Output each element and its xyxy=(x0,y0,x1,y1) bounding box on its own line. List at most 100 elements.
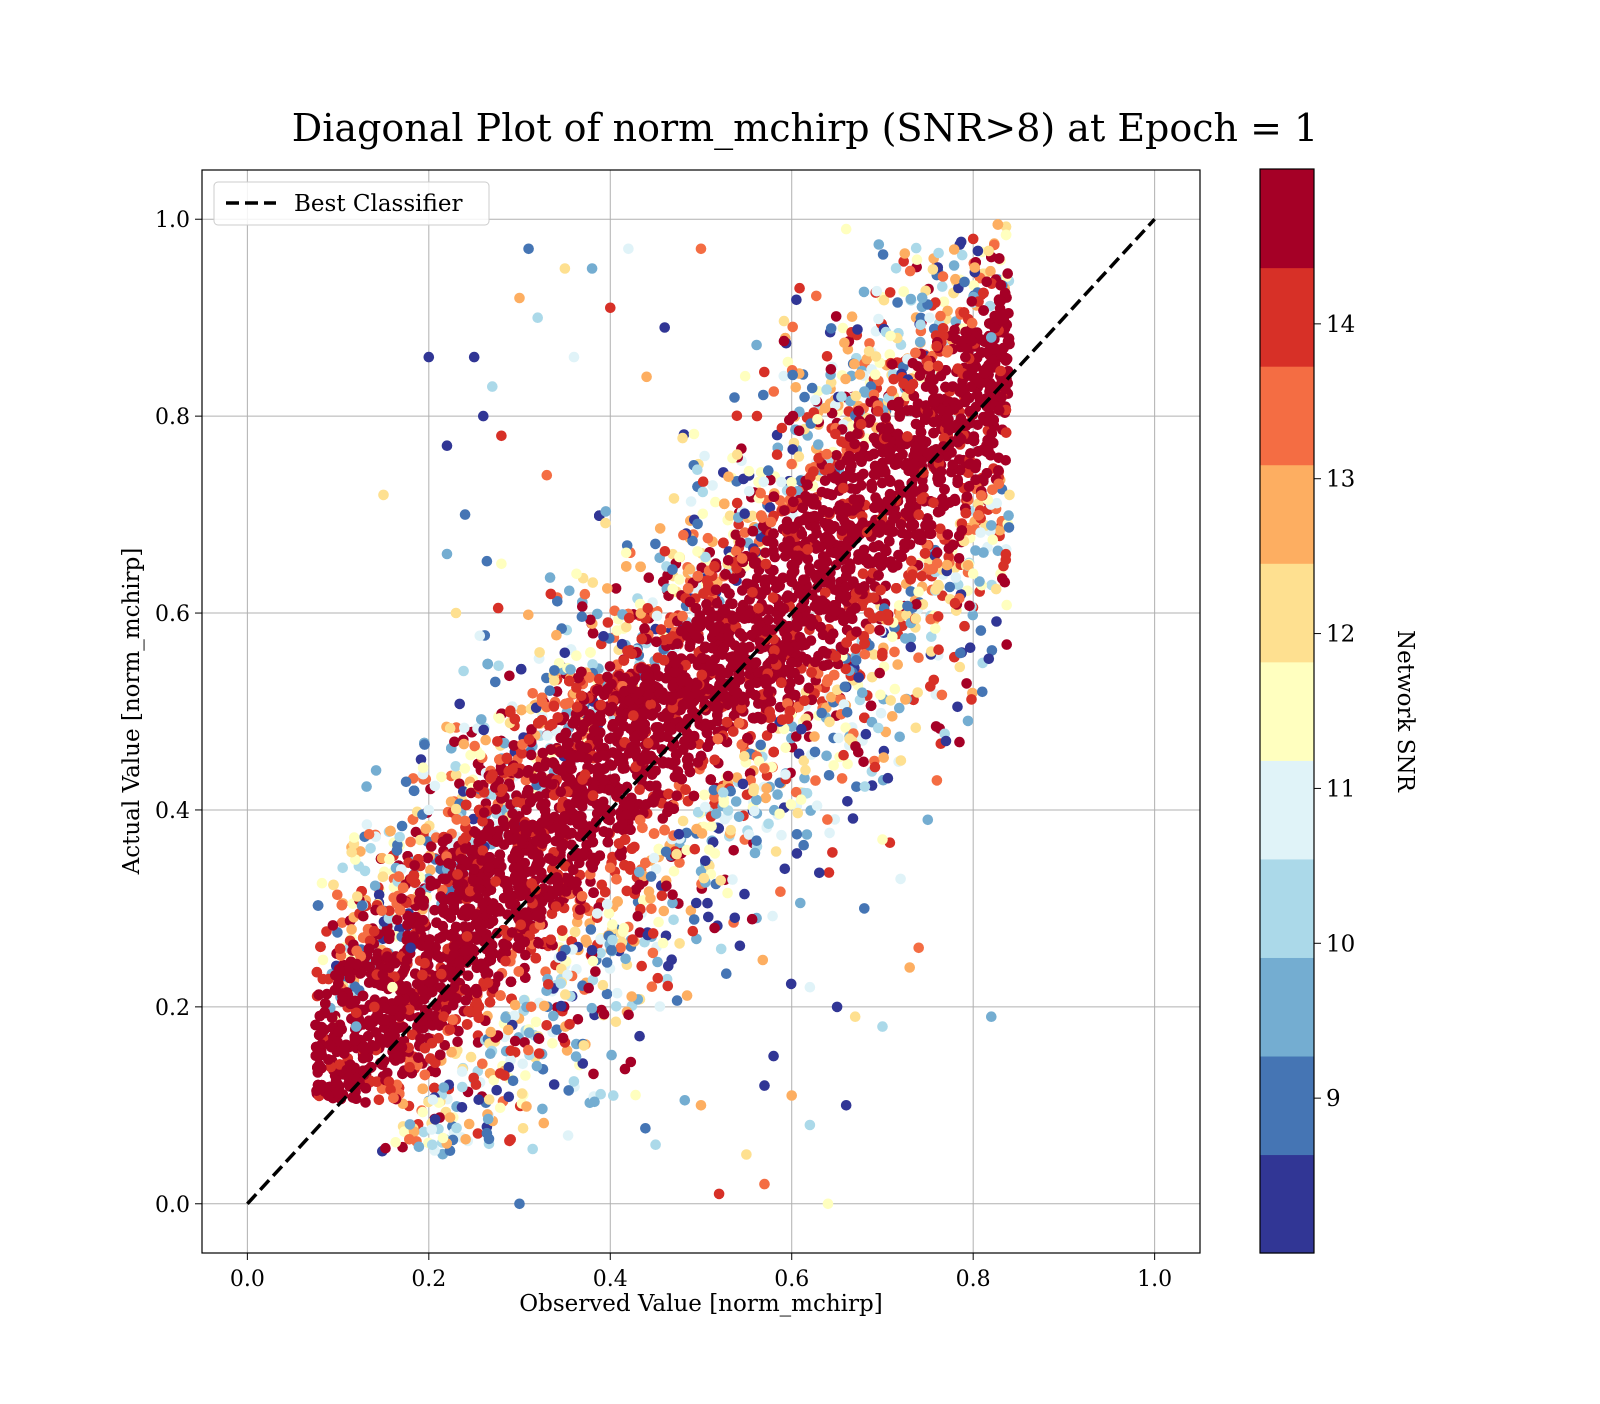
data-point xyxy=(915,320,926,331)
data-point xyxy=(571,650,582,661)
data-point xyxy=(1004,522,1015,533)
data-point xyxy=(692,519,703,530)
data-point xyxy=(861,729,872,740)
data-point xyxy=(565,664,576,675)
data-point xyxy=(560,989,571,1000)
data-point xyxy=(973,246,984,257)
data-point xyxy=(887,359,898,370)
data-point xyxy=(633,911,644,922)
data-point xyxy=(543,979,554,990)
data-point xyxy=(787,370,798,381)
data-point xyxy=(802,829,813,840)
data-point xyxy=(385,826,396,837)
data-point xyxy=(358,911,369,922)
data-point xyxy=(653,917,664,928)
data-point xyxy=(499,1070,510,1081)
data-point xyxy=(807,383,818,394)
data-point xyxy=(816,708,827,719)
data-point xyxy=(360,866,371,877)
data-point xyxy=(896,755,907,766)
data-point xyxy=(478,725,489,736)
data-point xyxy=(739,508,750,519)
data-point xyxy=(963,716,974,727)
data-point xyxy=(786,459,797,470)
data-point xyxy=(799,392,810,403)
data-point xyxy=(430,781,441,792)
data-point xyxy=(485,1048,496,1059)
data-point xyxy=(328,920,339,931)
data-point xyxy=(384,854,395,865)
data-point xyxy=(634,1031,645,1042)
data-point xyxy=(602,583,613,594)
data-point xyxy=(652,611,663,622)
data-point xyxy=(546,589,557,600)
data-point xyxy=(374,890,385,901)
data-point xyxy=(646,904,657,915)
data-point xyxy=(883,773,894,784)
data-point xyxy=(365,843,376,854)
data-point xyxy=(317,878,328,889)
data-point xyxy=(961,678,972,689)
data-point xyxy=(537,1104,548,1115)
data-point xyxy=(718,787,729,798)
data-point xyxy=(404,1134,415,1145)
data-point xyxy=(748,786,759,797)
data-point xyxy=(523,610,534,621)
data-point xyxy=(649,853,660,864)
data-point xyxy=(993,219,1004,230)
data-point xyxy=(747,914,758,925)
data-point xyxy=(505,705,516,716)
data-point xyxy=(473,1094,484,1105)
data-point xyxy=(857,687,868,698)
data-point xyxy=(545,572,556,583)
data-point xyxy=(787,322,798,333)
data-point xyxy=(850,643,861,654)
data-point xyxy=(858,469,869,480)
data-point xyxy=(510,1000,521,1011)
data-point xyxy=(506,1045,517,1056)
data-point xyxy=(873,314,884,325)
data-point xyxy=(851,655,862,666)
data-point xyxy=(812,800,823,811)
data-point xyxy=(624,613,635,624)
data-point xyxy=(517,1059,528,1070)
data-point xyxy=(874,668,885,679)
data-point xyxy=(966,694,977,705)
data-point xyxy=(908,358,919,369)
data-point xyxy=(994,253,1005,264)
data-point xyxy=(1001,639,1012,650)
data-point xyxy=(588,956,599,967)
data-point xyxy=(911,613,922,624)
data-point xyxy=(548,1011,559,1022)
data-point xyxy=(786,799,797,810)
data-point xyxy=(598,980,609,991)
data-point xyxy=(853,747,864,758)
data-point xyxy=(547,1038,558,1049)
data-point xyxy=(659,906,670,917)
data-point xyxy=(719,797,730,808)
data-point xyxy=(516,705,527,716)
data-point xyxy=(722,888,733,899)
data-point xyxy=(686,496,697,507)
data-point xyxy=(937,281,948,292)
data-point xyxy=(885,331,896,342)
data-point xyxy=(788,411,799,422)
data-point xyxy=(313,900,324,911)
data-point xyxy=(751,835,762,846)
data-point xyxy=(498,815,509,826)
data-point xyxy=(626,991,637,1002)
data-point xyxy=(318,955,329,966)
data-point xyxy=(603,617,614,628)
data-point xyxy=(758,955,769,966)
data-point xyxy=(579,1040,590,1051)
data-point xyxy=(667,889,678,900)
data-point xyxy=(606,945,617,956)
data-point xyxy=(598,631,609,642)
data-point xyxy=(680,1095,691,1106)
data-point xyxy=(933,248,944,259)
data-point xyxy=(800,765,811,776)
data-point xyxy=(828,760,839,771)
data-point xyxy=(798,840,809,851)
data-point xyxy=(678,816,689,827)
